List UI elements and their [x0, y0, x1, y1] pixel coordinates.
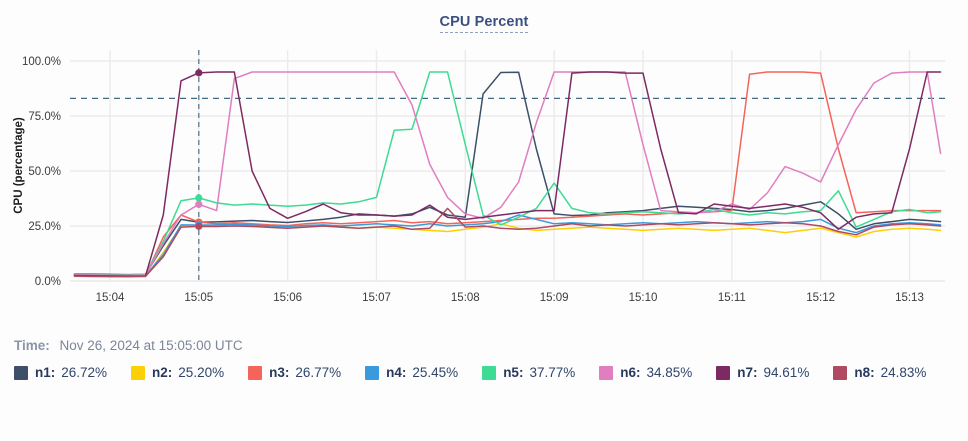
x-tick-label: 15:13 — [895, 292, 924, 304]
legend-item-n8[interactable]: n8: 24.83% — [833, 365, 926, 380]
legend-color-swatch — [248, 365, 263, 380]
tooltip-time-row: Time: Nov 26, 2024 at 15:05:00 UTC — [0, 336, 968, 356]
plot-area[interactable]: 0.0% 25.0% 50.0% 75.0% 100.0% 15:04 15:05 15:06… — [0, 38, 968, 308]
legend-item-n2[interactable]: n2: 25.20% — [131, 365, 224, 380]
series-line-n4 — [73, 214, 942, 277]
page-title: CPU Percent — [0, 14, 968, 33]
datapoint-marker-n7[interactable] — [195, 69, 203, 77]
x-tick-label: 15:07 — [362, 292, 391, 304]
legend-color-swatch — [833, 365, 848, 380]
legend-item-n7[interactable]: n7: 94.61% — [716, 365, 809, 380]
x-tick-label: 15:04 — [96, 292, 125, 304]
series-line-n7 — [73, 71, 942, 277]
y-tick-label: 75.0% — [28, 111, 61, 123]
x-tick-label: 15:06 — [273, 292, 302, 304]
legend-series-name: n6: — [620, 365, 641, 380]
series-line-n2 — [73, 223, 942, 278]
legend-item-n1[interactable]: n1: 26.72% — [14, 365, 107, 380]
legend-color-swatch — [482, 365, 497, 380]
legend-series-value: 37.77% — [529, 365, 576, 380]
legend-item-n3[interactable]: n3: 26.77% — [248, 365, 341, 380]
legend-color-swatch — [131, 365, 146, 380]
series-line-n6 — [73, 71, 942, 277]
datapoint-marker-n5[interactable] — [195, 194, 203, 202]
legend-series-value: 94.61% — [763, 365, 810, 380]
x-tick-label: 15:10 — [629, 292, 658, 304]
x-tick-label: 15:11 — [718, 292, 746, 304]
legend-color-swatch — [716, 365, 731, 380]
x-tick-label: 15:05 — [184, 292, 213, 304]
line-chart-svg[interactable]: 0.0% 25.0% 50.0% 75.0% 100.0% 15:04 15:05 15:06… — [0, 38, 968, 308]
legend-series-name: n3: — [269, 365, 290, 380]
legend-series-value: 24.83% — [880, 365, 927, 380]
legend-color-swatch — [599, 365, 614, 380]
legend-series-value: 26.77% — [295, 365, 342, 380]
y-tick-label: 50.0% — [28, 166, 61, 178]
legend-series-name: n5: — [503, 365, 524, 380]
legend-series-value: 25.20% — [178, 365, 225, 380]
legend-item-n5[interactable]: n5: 37.77% — [482, 365, 575, 380]
series-line-n8 — [73, 207, 942, 278]
legend-series-name: n1: — [35, 365, 56, 380]
legend-series-name: n7: — [737, 365, 758, 380]
legend: n1: 26.72% n2: 25.20% n3: 26.77% n4: 25.45% n5: 3… — [0, 365, 954, 389]
legend-series-name: n2: — [152, 365, 173, 380]
legend-series-value: 26.72% — [61, 365, 108, 380]
legend-item-n4[interactable]: n4: 25.45% — [365, 365, 458, 380]
tooltip-time-value: Nov 26, 2024 at 15:05:00 UTC — [59, 338, 243, 353]
legend-series-name: n4: — [386, 365, 407, 380]
legend-series-value: 25.45% — [412, 365, 459, 380]
y-tick-label: 25.0% — [28, 221, 61, 233]
x-tick-label: 15:08 — [451, 292, 480, 304]
legend-series-value: 34.85% — [646, 365, 693, 380]
legend-item-n6[interactable]: n6: 34.85% — [599, 365, 692, 380]
y-tick-label: 100.0% — [22, 56, 61, 68]
tooltip-legend-area: Time: Nov 26, 2024 at 15:05:00 UTC n1: 26… — [0, 336, 968, 389]
series-line-n3 — [73, 71, 942, 277]
series-line-n1 — [73, 71, 942, 276]
legend-color-swatch — [365, 365, 380, 380]
datapoint-marker-n6[interactable] — [195, 200, 203, 208]
x-tick-label: 15:12 — [806, 292, 835, 304]
series-line-n5 — [73, 71, 942, 276]
y-axis-title: CPU (percentage) — [13, 117, 25, 214]
legend-color-swatch — [14, 365, 28, 380]
datapoint-marker-n8[interactable] — [195, 222, 203, 230]
y-tick-label: 0.0% — [35, 276, 61, 288]
legend-series-name: n8: — [854, 365, 875, 380]
tooltip-time-label: Time: — [14, 338, 50, 353]
chart-title-text: CPU Percent — [439, 14, 529, 33]
x-tick-label: 15:09 — [540, 292, 569, 304]
